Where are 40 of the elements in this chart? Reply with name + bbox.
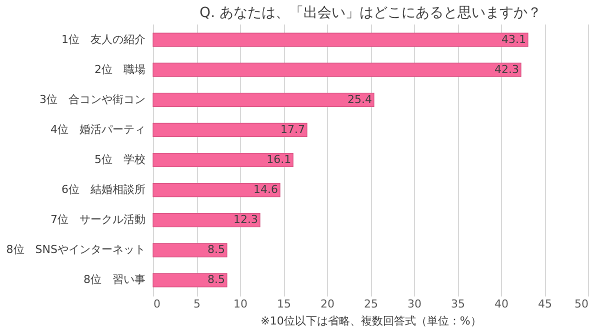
data-label: 25.4: [347, 92, 372, 106]
x-tick-label: 40: [494, 298, 508, 310]
y-tick-label: 4位 婚活パーティ: [50, 122, 146, 136]
data-label: 17.7: [280, 122, 305, 136]
x-tick-label: 25: [364, 298, 378, 310]
data-label: 14.6: [254, 183, 278, 196]
y-tick-label: 5位 学校: [94, 153, 146, 166]
y-tick-label: 2位 職場: [94, 62, 146, 76]
y-tick-label: 3位 合コンや街コン: [40, 92, 146, 106]
data-label: 42.3: [494, 62, 520, 76]
data-label: 43.1: [501, 32, 526, 46]
y-tick-label: 8位 SNSやインターネット: [6, 243, 146, 256]
data-label: 12.3: [234, 213, 258, 226]
x-tick-label: 10: [234, 298, 248, 310]
x-tick-label: 20: [320, 298, 334, 310]
bar: [152, 92, 374, 107]
bar: [152, 152, 294, 168]
x-tick-label: 30: [408, 298, 422, 310]
data-label: 8.5: [207, 243, 225, 256]
x-tick-label: 50: [574, 298, 588, 310]
x-tick-label: 35: [451, 298, 465, 310]
bar: [152, 32, 528, 47]
bar: [152, 62, 522, 77]
y-tick-label: 7位 サークル活動: [50, 213, 146, 226]
bar: [152, 243, 228, 258]
y-tick-label: 1位 友人の紹介: [62, 32, 146, 46]
data-label: 8.5: [207, 273, 225, 286]
y-tick-label: 8位 習い事: [84, 273, 146, 286]
x-tick-label: 0: [154, 298, 160, 310]
data-label: 16.1: [266, 153, 292, 166]
bar: [152, 182, 280, 198]
bar: [152, 122, 308, 138]
x-axis-title: ※10位以下は省略、複数回答式（単位：%）: [260, 314, 482, 328]
x-tick-label: 45: [538, 298, 552, 310]
x-tick-label: 15: [277, 298, 291, 310]
y-tick-label: 6位 結婚相談所: [62, 183, 146, 196]
bar: [152, 213, 260, 228]
chart-title: Q. あなたは、「出会い」はどこにあると思いますか？: [200, 5, 542, 21]
x-tick-label: 5: [194, 298, 200, 310]
bar: [152, 273, 228, 288]
